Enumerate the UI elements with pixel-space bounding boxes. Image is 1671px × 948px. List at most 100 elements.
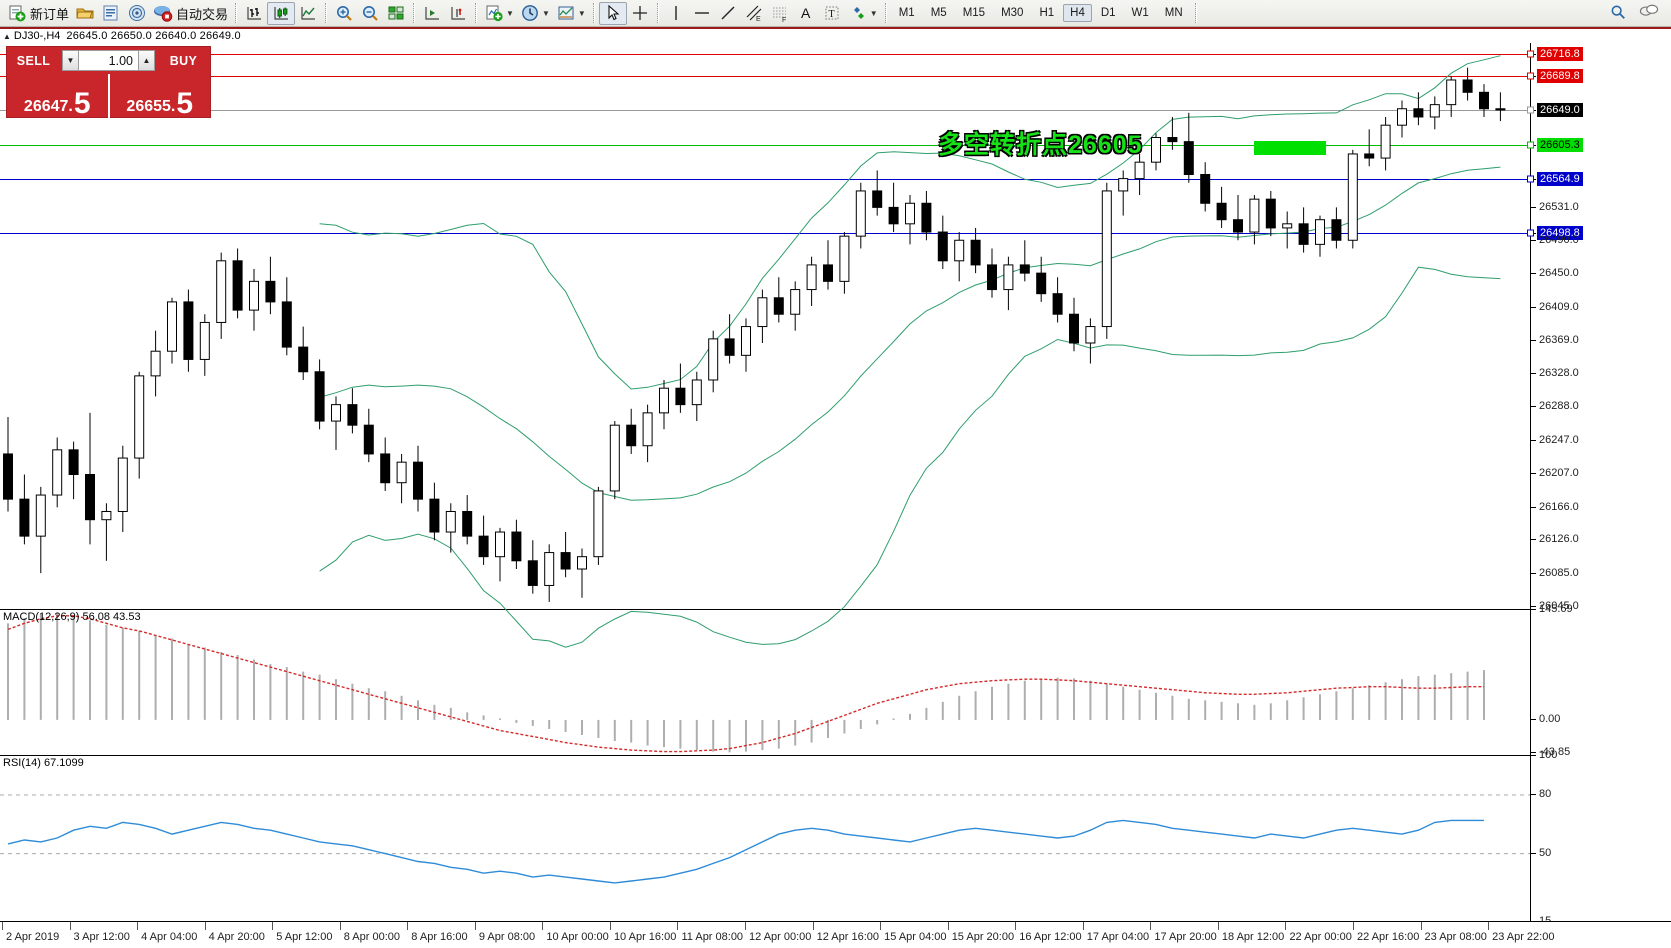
price-level-line-26564.9[interactable]: [0, 178, 1530, 180]
timeframe-h1[interactable]: H1: [1039, 7, 1055, 19]
macd-pane[interactable]: MACD(12,26,9) 56.08 43.53: [0, 609, 1530, 753]
time-axis-tick: [745, 922, 747, 930]
shift-end-button[interactable]: [419, 2, 445, 25]
timeframe-m15[interactable]: M15: [962, 7, 986, 19]
level-marker[interactable]: [1527, 175, 1534, 183]
tile-windows-button[interactable]: [383, 2, 409, 25]
price-axis-label: 26605.3: [1537, 138, 1583, 153]
cursor-button[interactable]: [598, 1, 627, 25]
buy-price-fraction: 5: [176, 86, 194, 120]
level-marker[interactable]: [1527, 229, 1534, 237]
price-pane[interactable]: 多空转折点26605: [0, 43, 1530, 648]
time-axis-label: 10 Apr 16:00: [613, 931, 677, 943]
sell-price-dot: .: [68, 98, 73, 115]
line-chart-button[interactable]: [295, 2, 321, 25]
timeframe-m30[interactable]: M30: [1001, 7, 1024, 19]
indicators-icon: [484, 3, 504, 23]
zoom-out-button[interactable]: [357, 2, 383, 25]
time-axis-label: 17 Apr 04:00: [1086, 931, 1150, 943]
toolbar-separator-3: [413, 3, 416, 23]
level-marker[interactable]: [1527, 141, 1534, 149]
price-axis-label: 26166.0: [1539, 500, 1579, 513]
price-level-line-26498.8[interactable]: [0, 233, 1530, 235]
crosshair-button[interactable]: [627, 2, 653, 25]
price-level-line-26649[interactable]: [0, 109, 1530, 111]
search-icon[interactable]: [1609, 3, 1629, 23]
hline-button[interactable]: [689, 2, 715, 25]
axis-tick: [1531, 306, 1536, 308]
volume-increment-button[interactable]: ▲: [138, 50, 155, 71]
chevron-down-icon[interactable]: ▼: [541, 8, 550, 18]
auto-scroll-button[interactable]: [445, 2, 471, 25]
signals-button[interactable]: [124, 2, 150, 25]
autotrading-button[interactable]: 自动交易: [150, 2, 231, 25]
level-marker[interactable]: [1527, 50, 1534, 58]
one-click-trading-panel[interactable]: SELL ▼ 1.00 ▲ BUY 26647 . 5 26655 . 5: [6, 46, 211, 119]
candle-chart-button[interactable]: [267, 1, 296, 25]
price-level-line-26689.8[interactable]: [0, 76, 1530, 78]
timeframe-d1[interactable]: D1: [1100, 7, 1116, 19]
level-marker[interactable]: [1527, 106, 1534, 114]
folder-button[interactable]: [72, 2, 98, 25]
price-axis-label: 26085.0: [1539, 567, 1579, 580]
axis-tick: [1531, 752, 1536, 753]
toolbar-separator-8: [1194, 3, 1197, 23]
sell-price[interactable]: 26647 . 5: [7, 74, 110, 119]
equidistant-channel-button[interactable]: E: [741, 2, 767, 25]
fibonacci-button[interactable]: F: [767, 2, 793, 25]
chevron-down-icon[interactable]: ▼: [577, 8, 586, 18]
candle-chart-icon: [271, 3, 291, 23]
buy-price[interactable]: 26655 . 5: [110, 74, 211, 119]
svg-text:E: E: [756, 16, 761, 23]
indicators-button[interactable]: ▼: [481, 2, 517, 25]
vline-button[interactable]: [663, 2, 689, 25]
signals-icon: [127, 3, 147, 23]
axis-tick: [1531, 472, 1536, 474]
timeframe-mn[interactable]: MN: [1164, 7, 1183, 19]
time-axis-tick: [137, 922, 139, 930]
timeframe-h4[interactable]: H4: [1063, 4, 1092, 22]
volume-decrement-button[interactable]: ▼: [62, 50, 79, 71]
timeframe-m1[interactable]: M1: [898, 7, 915, 19]
label-button[interactable]: T: [819, 2, 845, 25]
volume-stepper[interactable]: ▼ 1.00 ▲: [60, 47, 157, 74]
price-level-line-26716.8[interactable]: [0, 53, 1530, 55]
sell-button[interactable]: SELL: [16, 53, 51, 68]
buy-button[interactable]: BUY: [169, 53, 198, 68]
time-axis-tick: [947, 922, 949, 930]
timeframe-w1[interactable]: W1: [1131, 7, 1149, 19]
price-axis[interactable]: 26716.8 26689.8 26649.0 26605.3 26564.9 26531…: [1527, 43, 1671, 927]
trendline-icon: [718, 3, 738, 23]
price-axis-label: 26328.0: [1539, 367, 1579, 380]
price-level-line-26605.3[interactable]: [0, 145, 1530, 147]
rsi-pane[interactable]: RSI(14) 67.1099: [0, 755, 1530, 923]
level-marker[interactable]: [1527, 72, 1534, 80]
time-axis[interactable]: 2 Apr 2019 3 Apr 12:00 4 Apr 04:00 4 Apr 20…: [0, 921, 1671, 948]
templates-button[interactable]: ▼: [553, 2, 589, 25]
trendline-button[interactable]: [715, 2, 741, 25]
period-button[interactable]: ▼: [517, 2, 553, 25]
line-chart-icon: [298, 3, 318, 23]
text-button[interactable]: A: [793, 2, 819, 25]
indicator-list-button[interactable]: [98, 2, 124, 25]
volume-input[interactable]: 1.00: [79, 50, 138, 71]
chevron-down-icon[interactable]: ▼: [869, 8, 878, 18]
zoom-in-button[interactable]: [331, 2, 357, 25]
time-axis-tick: [880, 922, 882, 930]
time-axis-tick: [1082, 922, 1084, 930]
collapse-triangle-icon[interactable]: ▲: [3, 31, 11, 41]
price-axis-label: 0.00: [1539, 712, 1561, 725]
shift-end-icon: [422, 3, 442, 23]
new-order-button[interactable]: 新订单: [4, 2, 72, 25]
shapes-button[interactable]: ▼: [845, 2, 881, 25]
axis-tick: [1531, 852, 1536, 854]
chart-window[interactable]: ▲ DJ30-,H4 26645.0 26650.0 26640.0 26649…: [0, 27, 1671, 948]
axis-tick: [1531, 373, 1536, 375]
bar-chart-button[interactable]: [241, 2, 267, 25]
chevron-down-icon[interactable]: ▼: [506, 8, 514, 18]
price-chart-canvas: [3, 55, 1506, 648]
timeframe-m5[interactable]: M5: [930, 7, 947, 19]
highlight-box[interactable]: [1254, 140, 1326, 155]
rsi-label: RSI(14) 67.1099: [3, 757, 84, 769]
chat-icon[interactable]: [1639, 3, 1659, 23]
